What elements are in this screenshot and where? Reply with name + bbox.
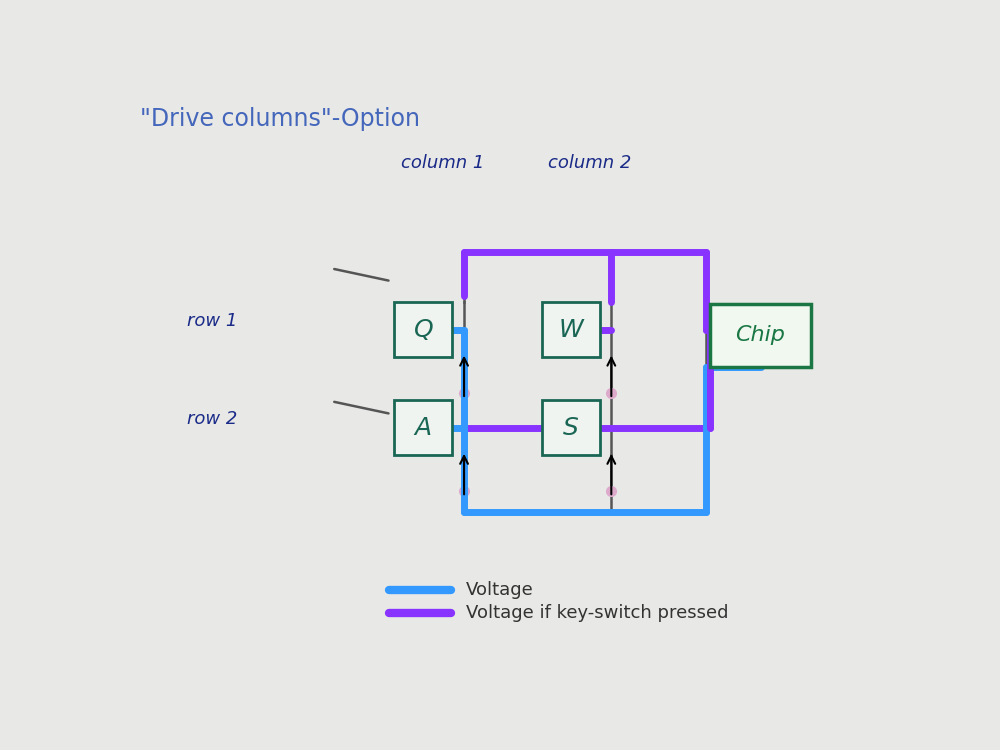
Text: Voltage: Voltage <box>466 580 534 598</box>
Text: W: W <box>558 318 583 342</box>
Text: A: A <box>415 416 432 440</box>
Text: Q: Q <box>414 318 433 342</box>
Bar <box>542 302 600 357</box>
Text: "Drive columns"-Option: "Drive columns"-Option <box>140 107 420 131</box>
Bar <box>394 400 452 455</box>
Text: Chip: Chip <box>736 326 785 346</box>
Text: column 1: column 1 <box>401 154 484 172</box>
Bar <box>710 304 811 368</box>
Text: S: S <box>563 416 579 440</box>
Text: row 2: row 2 <box>187 410 237 428</box>
Bar <box>394 302 452 357</box>
Text: row 1: row 1 <box>187 312 237 330</box>
Text: column 2: column 2 <box>548 154 632 172</box>
Text: Voltage if key-switch pressed: Voltage if key-switch pressed <box>466 604 728 622</box>
Bar <box>542 400 600 455</box>
